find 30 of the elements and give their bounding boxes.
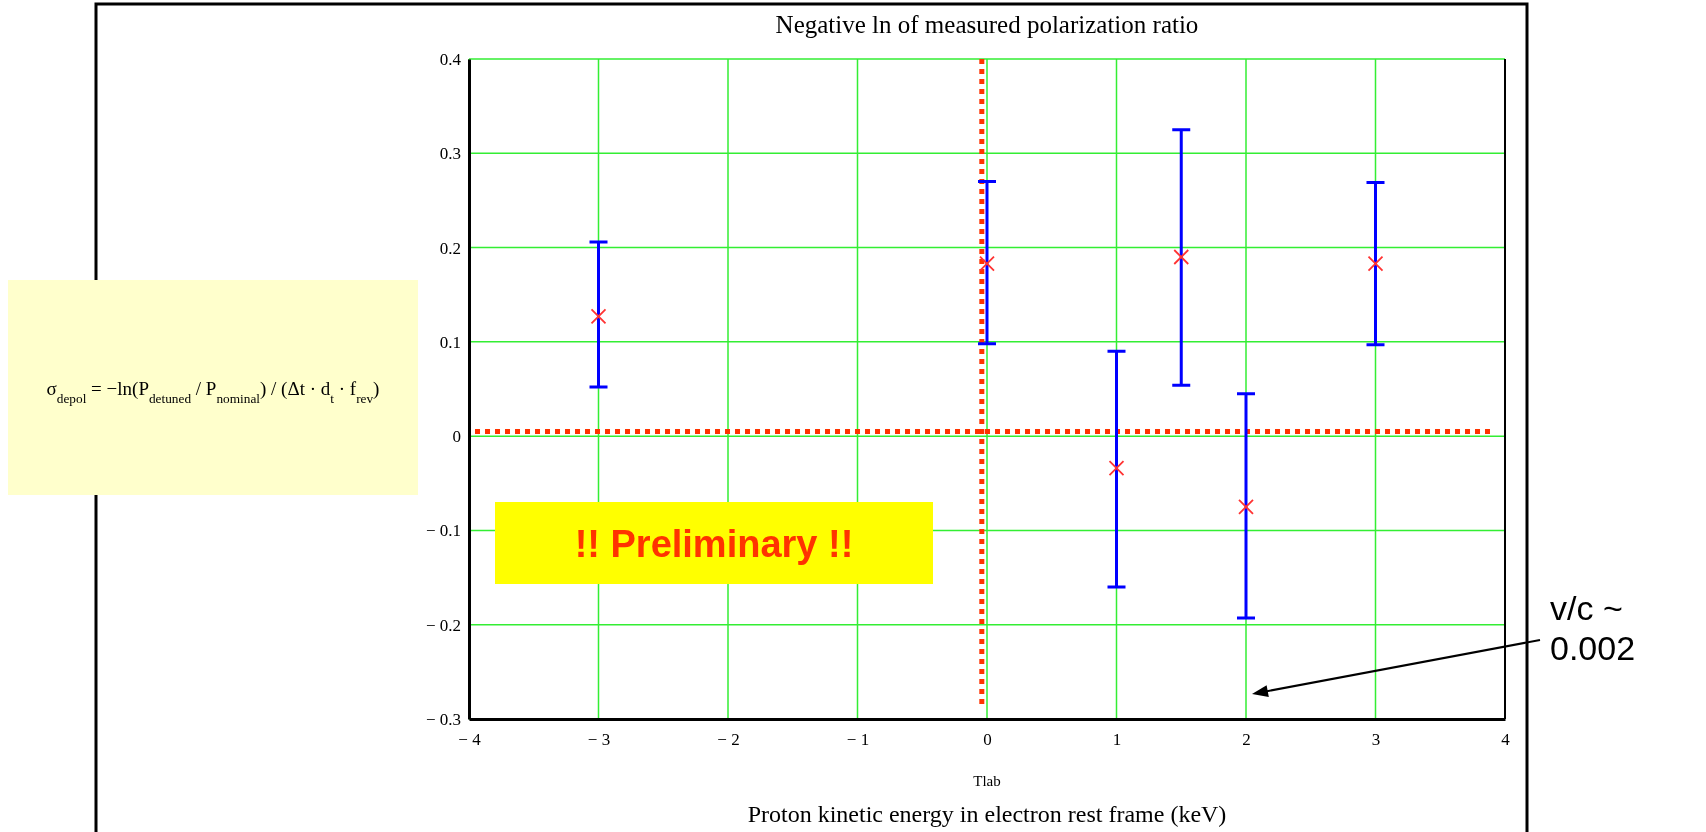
point — [1173, 249, 1190, 265]
x-tick-label: − 2 — [717, 730, 740, 750]
y-tick-label: − 0.1 — [425, 521, 461, 541]
y-tick-label: − 0.2 — [425, 615, 461, 635]
x-axis-title: Tlab — [973, 773, 1001, 789]
x-tick-label: 3 — [1371, 730, 1381, 750]
chart-title: Negative ln of measured polarization ratio — [775, 11, 1199, 38]
y-tick-label: − 0.3 — [425, 709, 461, 729]
point — [1238, 498, 1254, 515]
y-tick-label: 0.2 — [439, 238, 461, 258]
text: Proton kinetic energy in electron rest frame (keV) — [747, 801, 1227, 827]
point — [1367, 255, 1384, 272]
formula-box: σ$_{depol}$ = −ln(P$_{detuned}$ / P$_{nominal}$) / (Δt · d$_{t}$ · f$_{rev}$) — [8, 280, 418, 495]
x-tick-label: 4 — [1501, 730, 1511, 750]
x-tick-label: − 4 — [458, 730, 482, 750]
x-tick-label: 2 — [1242, 730, 1251, 750]
point — [1108, 460, 1125, 477]
point — [979, 255, 995, 272]
text: v/c ~ 0.002 — [1550, 589, 1636, 667]
y-tick-label: 0 — [452, 427, 461, 447]
x-tick-label: 0 — [983, 730, 992, 750]
y-tick-label: 0.4 — [439, 49, 462, 69]
x-tick-label: − 3 — [587, 730, 611, 750]
x-tick-label: 1 — [1112, 730, 1122, 750]
annotation: !! Preliminary !! — [574, 523, 854, 565]
point — [590, 308, 607, 325]
y-tick-label: 0.1 — [439, 332, 461, 352]
y-tick-label: 0.3 — [439, 144, 461, 164]
x-tick-label: − 1 — [846, 730, 870, 750]
label-box: !! Preliminary !! — [495, 502, 933, 584]
